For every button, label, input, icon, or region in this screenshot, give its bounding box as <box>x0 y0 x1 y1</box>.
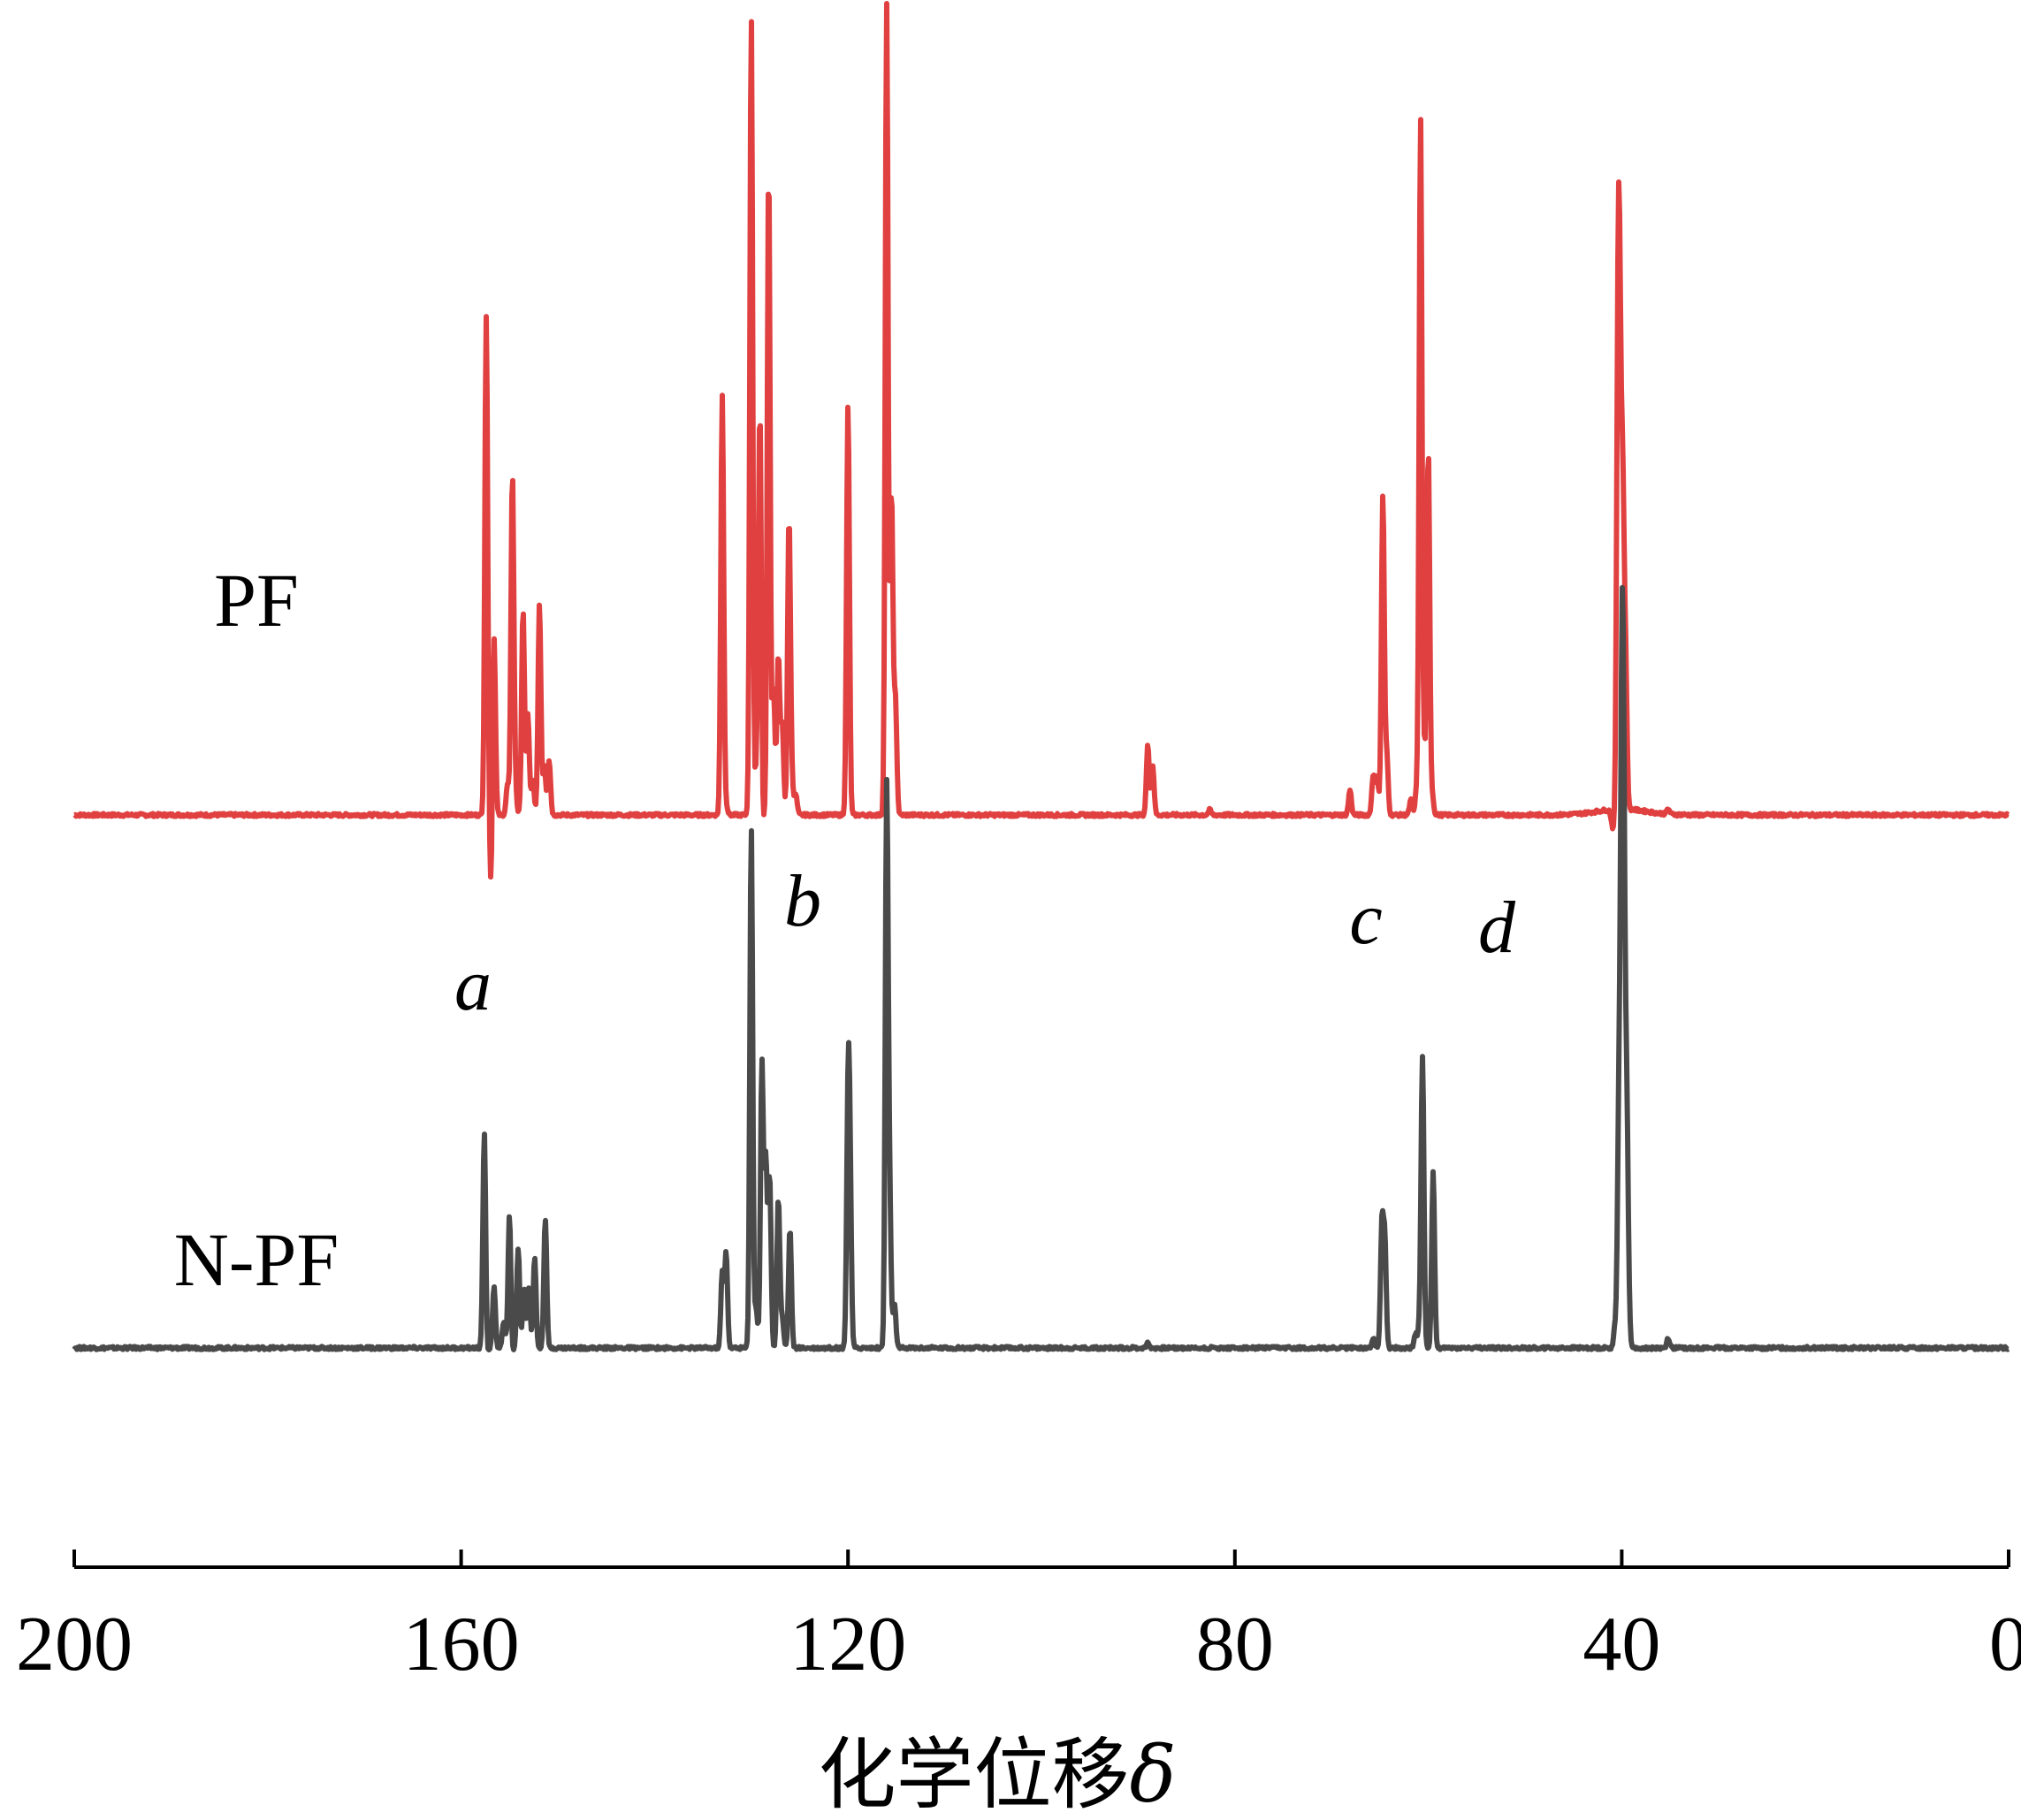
x-tick-label-40: 40 <box>1582 1602 1660 1687</box>
series-line-pf <box>72 1 2010 880</box>
x-axis-title-text: 化学位移 <box>819 1729 1130 1820</box>
series-label-npf: N-PF <box>174 1217 339 1302</box>
x-axis-title-symbol: δ <box>1130 1729 1177 1820</box>
peak-label-c: c <box>1349 878 1382 960</box>
peak-label-d: d <box>1478 887 1516 969</box>
series-line-n-pf <box>72 584 2010 1352</box>
x-tick-label-0: 0 <box>1989 1602 2021 1687</box>
peak-label-a: a <box>454 944 492 1026</box>
series-label-pf: PF <box>214 558 299 643</box>
x-axis-ticks: 200 160 120 80 40 0 <box>16 1550 2021 1687</box>
x-tick-label-200: 200 <box>16 1602 133 1687</box>
x-tick-label-120: 120 <box>789 1602 906 1687</box>
x-axis-title: 化学位移δ <box>819 1729 1177 1820</box>
spectrum-traces <box>72 1 2010 1352</box>
x-tick-label-80: 80 <box>1196 1602 1274 1687</box>
peak-label-b: b <box>784 860 821 942</box>
peak-annotations: a b c d <box>454 860 1516 1026</box>
x-axis: 200 160 120 80 40 0 化学位移δ <box>16 1550 2021 1820</box>
x-tick-label-160: 160 <box>403 1602 520 1687</box>
